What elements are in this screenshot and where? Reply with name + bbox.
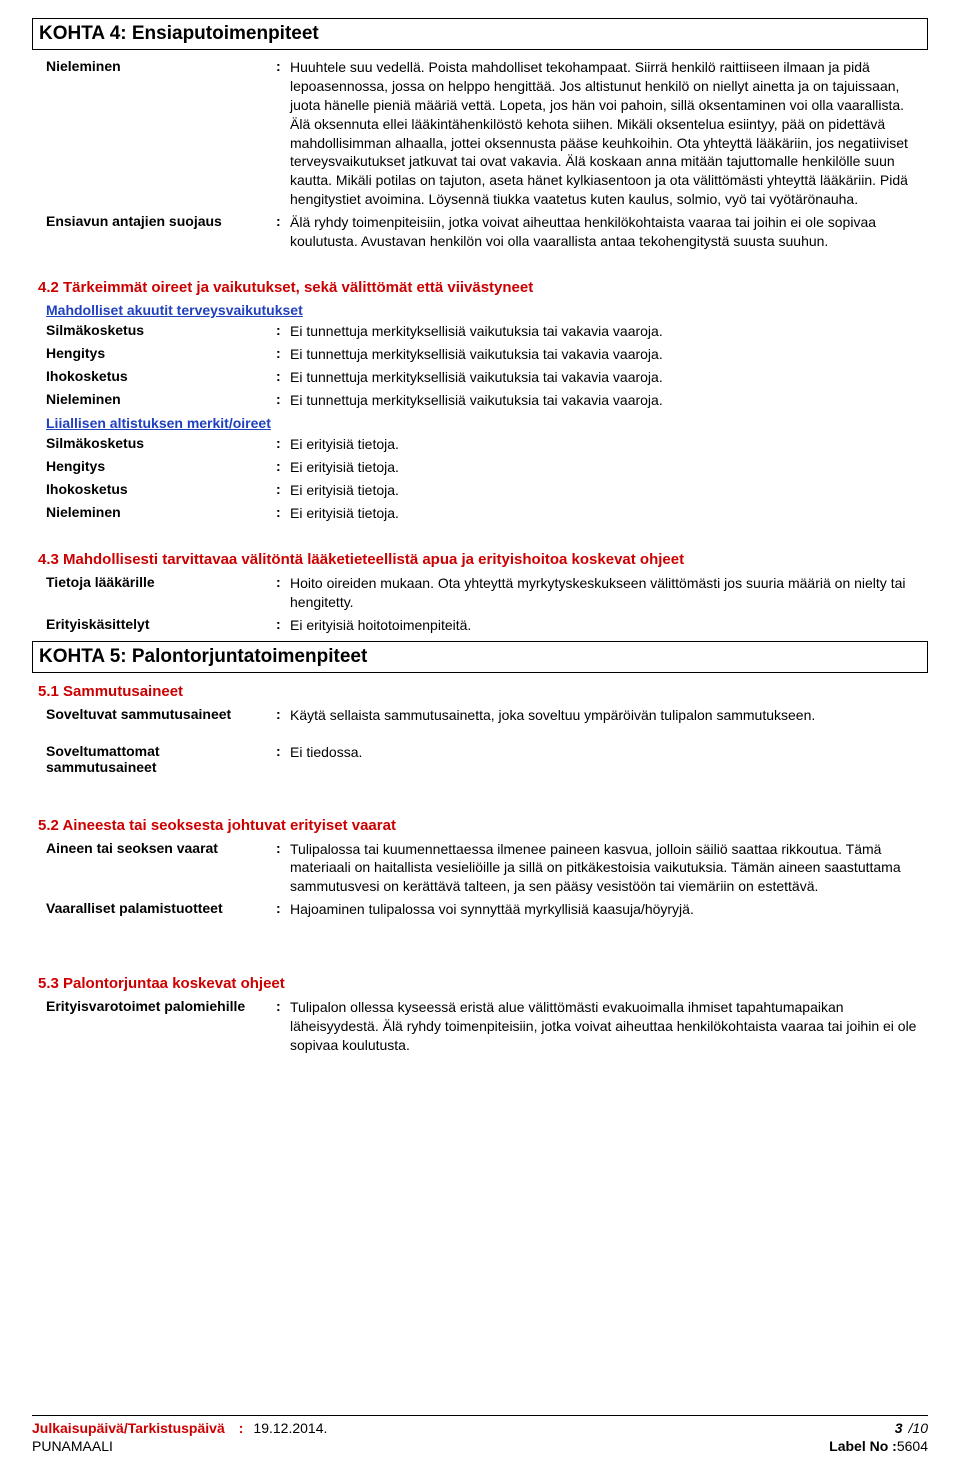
sub-5-1-title: 5.1 Sammutusaineet — [38, 683, 928, 700]
group-overexposure-title: Liiallisen altistuksen merkit/oireet — [46, 415, 928, 431]
section-5-title: KOHTA 5: Palontorjuntatoimenpiteet — [39, 646, 921, 668]
section-4-body: Nieleminen : Huuhtele suu vedellä. Poist… — [32, 58, 928, 251]
table-row: Erityiskäsittelyt : Ei erityisiä hoitoto… — [32, 616, 928, 635]
label: Nieleminen — [46, 58, 276, 209]
section-4-title: KOHTA 4: Ensiaputoimenpiteet — [39, 23, 921, 45]
table-row: Silmäkosketus : Ei erityisiä tietoja. — [32, 435, 928, 454]
footer-divider — [32, 1415, 928, 1416]
label: Aineen tai seoksen vaarat — [46, 840, 276, 897]
value: Ei erityisiä tietoja. — [290, 435, 922, 454]
table-row: Soveltuvat sammutusaineet : Käytä sellai… — [32, 706, 928, 725]
value: Tulipalossa tai kuumennettaessa ilmenee … — [290, 840, 922, 897]
footer-date-value: 19.12.2014. — [253, 1420, 327, 1436]
label: Soveltumattomat sammutusaineet — [46, 743, 276, 775]
value: Ei tunnettuja merkityksellisiä vaikutuks… — [290, 345, 922, 364]
row-ensiavun: Ensiavun antajien suojaus : Älä ryhdy to… — [32, 213, 928, 251]
table-row: Silmäkosketus : Ei tunnettuja merkitykse… — [32, 322, 928, 341]
footer-product: PUNAMAALI — [32, 1438, 113, 1454]
sub-5-3-title: 5.3 Palontorjuntaa koskevat ohjeet — [38, 975, 928, 992]
row-nieleminen: Nieleminen : Huuhtele suu vedellä. Poist… — [32, 58, 928, 209]
table-row: Hengitys : Ei tunnettuja merkityksellisi… — [32, 345, 928, 364]
colon: : — [276, 58, 290, 209]
table-row: Ihokosketus : Ei tunnettuja merkityksell… — [32, 368, 928, 387]
labelno-label: Label No : — [829, 1438, 897, 1454]
value: Ei tunnettuja merkityksellisiä vaikutuks… — [290, 391, 922, 410]
table-row: Ihokosketus : Ei erityisiä tietoja. — [32, 481, 928, 500]
table-row: Hengitys : Ei erityisiä tietoja. — [32, 458, 928, 477]
sub-5-1-body: Soveltuvat sammutusaineet : Käytä sellai… — [32, 706, 928, 775]
table-row: Vaaralliset palamistuotteet : Hajoaminen… — [32, 900, 928, 919]
label: Hengitys — [46, 458, 276, 477]
footer-labelno: Label No :5604 — [829, 1438, 928, 1454]
page-total: /10 — [909, 1420, 928, 1436]
label: Silmäkosketus — [46, 435, 276, 454]
group-acute-title: Mahdolliset akuutit terveysvaikutukset — [46, 302, 928, 318]
value: Ei erityisiä tietoja. — [290, 504, 922, 523]
sub-4-3-title: 4.3 Mahdollisesti tarvittavaa välitöntä … — [38, 551, 928, 568]
label: Ihokosketus — [46, 481, 276, 500]
table-row: Aineen tai seoksen vaarat : Tulipalossa … — [32, 840, 928, 897]
footer-row-1: Julkaisupäivä/Tarkistuspäivä : 19.12.201… — [32, 1420, 928, 1436]
label: Nieleminen — [46, 504, 276, 523]
table-row: Erityisvarotoimet palomiehille : Tulipal… — [32, 998, 928, 1055]
footer-page: 3/10 — [895, 1420, 928, 1436]
page-footer: Julkaisupäivä/Tarkistuspäivä : 19.12.201… — [32, 1415, 928, 1454]
value: Tulipalon ollessa kyseessä eristä alue v… — [290, 998, 922, 1055]
sub-5-2-body: Aineen tai seoksen vaarat : Tulipalossa … — [32, 840, 928, 920]
value: Ei erityisiä tietoja. — [290, 481, 922, 500]
group-overexposure-body: Silmäkosketus : Ei erityisiä tietoja. He… — [32, 435, 928, 523]
sub-5-2-title: 5.2 Aineesta tai seoksesta johtuvat erit… — [38, 817, 928, 834]
group-acute-body: Silmäkosketus : Ei tunnettuja merkitykse… — [32, 322, 928, 410]
page-current: 3 — [895, 1420, 903, 1436]
table-row: Nieleminen : Ei erityisiä tietoja. — [32, 504, 928, 523]
value: Ei erityisiä hoitotoimenpiteitä. — [290, 616, 922, 635]
table-row: Soveltumattomat sammutusaineet : Ei tied… — [32, 743, 928, 775]
footer-date-label: Julkaisupäivä/Tarkistuspäivä — [32, 1420, 225, 1436]
footer-date: Julkaisupäivä/Tarkistuspäivä : 19.12.201… — [32, 1420, 327, 1436]
table-row: Tietoja lääkärille : Hoito oireiden muka… — [32, 574, 928, 612]
value: Hoito oireiden mukaan. Ota yhteyttä myrk… — [290, 574, 922, 612]
value: Ei tunnettuja merkityksellisiä vaikutuks… — [290, 368, 922, 387]
footer-row-2: PUNAMAALI Label No :5604 — [32, 1438, 928, 1454]
label: Ihokosketus — [46, 368, 276, 387]
sub-5-3-body: Erityisvarotoimet palomiehille : Tulipal… — [32, 998, 928, 1055]
label: Nieleminen — [46, 391, 276, 410]
label: Erityiskäsittelyt — [46, 616, 276, 635]
label: Hengitys — [46, 345, 276, 364]
section-5-header: KOHTA 5: Palontorjuntatoimenpiteet — [32, 641, 928, 673]
value: Ei tunnettuja merkityksellisiä vaikutuks… — [290, 322, 922, 341]
sub-4-3-body: Tietoja lääkärille : Hoito oireiden muka… — [32, 574, 928, 635]
table-row: Nieleminen : Ei tunnettuja merkitykselli… — [32, 391, 928, 410]
sub-4-2-title: 4.2 Tärkeimmät oireet ja vaikutukset, se… — [38, 279, 928, 296]
section-4-header: KOHTA 4: Ensiaputoimenpiteet — [32, 18, 928, 50]
value: Ei erityisiä tietoja. — [290, 458, 922, 477]
value: Hajoaminen tulipalossa voi synnyttää myr… — [290, 900, 922, 919]
value: Älä ryhdy toimenpiteisiin, jotka voivat … — [290, 213, 922, 251]
value: Huuhtele suu vedellä. Poista mahdolliset… — [290, 58, 922, 209]
label: Silmäkosketus — [46, 322, 276, 341]
label: Vaaralliset palamistuotteet — [46, 900, 276, 919]
label: Tietoja lääkärille — [46, 574, 276, 612]
colon: : — [276, 213, 290, 251]
label: Erityisvarotoimet palomiehille — [46, 998, 276, 1055]
value: Käytä sellaista sammutusainetta, joka so… — [290, 706, 922, 725]
label: Soveltuvat sammutusaineet — [46, 706, 276, 725]
labelno-value: 5604 — [897, 1438, 928, 1454]
colon: : — [235, 1420, 244, 1436]
value: Ei tiedossa. — [290, 743, 922, 775]
label: Ensiavun antajien suojaus — [46, 213, 276, 251]
